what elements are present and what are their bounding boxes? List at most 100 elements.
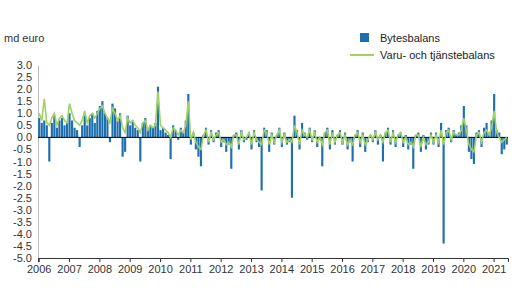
- tick-mark: [99, 258, 100, 262]
- tick-mark: [130, 258, 131, 262]
- axis-line: [39, 259, 509, 263]
- bar-series: [38, 87, 508, 244]
- x-tick: 2010: [148, 258, 172, 275]
- legend-label: Bytesbalans: [380, 32, 440, 44]
- y-tick: 0.0: [17, 131, 38, 143]
- y-tick: 0.5: [17, 119, 38, 131]
- bar: [129, 125, 131, 137]
- y-tick: -2.5: [13, 192, 38, 204]
- line: [39, 92, 507, 152]
- tick-mark: [190, 258, 191, 262]
- tick-label: -1.0: [13, 156, 32, 168]
- bar: [61, 118, 63, 137]
- y-tick: 1.5: [17, 95, 38, 107]
- x-tick: 2020: [452, 258, 476, 275]
- axis-title: md euro: [4, 32, 44, 44]
- tick-label: -1.5: [13, 168, 32, 180]
- y-tick: -0.5: [13, 143, 38, 155]
- bar: [46, 125, 48, 137]
- tick-label: 2017: [361, 263, 385, 275]
- x-tick: 2008: [88, 258, 112, 275]
- y-tick: -1.0: [13, 156, 38, 168]
- tick-label: -3.5: [13, 216, 32, 228]
- y-tick: -3.0: [13, 204, 38, 216]
- bar: [71, 120, 73, 137]
- x-tick: 2006: [27, 258, 51, 275]
- tick-label: 2006: [27, 263, 51, 275]
- tick-label: 2013: [239, 263, 263, 275]
- tick-label: 2021: [482, 263, 506, 275]
- tick-mark: [160, 258, 161, 262]
- bar: [63, 125, 65, 137]
- tick-label: 2.0: [17, 83, 32, 95]
- y-tick: -4.0: [13, 228, 38, 240]
- bar: [94, 123, 96, 137]
- y-tick: -3.5: [13, 216, 38, 228]
- x-tick: 2019: [421, 258, 445, 275]
- legend: Bytesbalans Varu- och tjänstebalans: [350, 32, 495, 61]
- bar: [291, 137, 293, 197]
- tick-label: 2014: [270, 263, 294, 275]
- bar: [122, 137, 124, 156]
- tick-label: 2007: [57, 263, 81, 275]
- bar: [109, 137, 111, 142]
- y-tick: -1.5: [13, 168, 38, 180]
- x-tick: 2007: [57, 258, 81, 275]
- tick-mark: [433, 258, 434, 262]
- x-tick: 2016: [330, 258, 354, 275]
- y-tick: 2.5: [17, 71, 38, 83]
- tick-label: -0.5: [13, 143, 32, 155]
- bar: [56, 128, 58, 138]
- bar: [68, 113, 70, 137]
- y-tick: 2.0: [17, 83, 38, 95]
- tick-mark: [342, 258, 343, 262]
- x-tick: 2009: [118, 258, 142, 275]
- bar: [86, 125, 88, 137]
- tick-label: -4.5: [13, 240, 32, 252]
- plot-area: [38, 87, 508, 244]
- tick-label: -2.5: [13, 192, 32, 204]
- tick-label: -3.0: [13, 204, 32, 216]
- y-tick: -4.5: [13, 240, 38, 252]
- bar: [124, 137, 126, 151]
- x-tick: 2015: [300, 258, 324, 275]
- x-tick: 2013: [239, 258, 263, 275]
- bar: [81, 125, 83, 137]
- bar: [38, 118, 40, 137]
- x-tick: 2012: [209, 258, 233, 275]
- tick-label: 2020: [452, 263, 476, 275]
- tick-label: 2012: [209, 263, 233, 275]
- bar: [137, 130, 139, 137]
- x-tick: 2018: [391, 258, 415, 275]
- tick-label: 2019: [421, 263, 445, 275]
- tick-label: 2016: [330, 263, 354, 275]
- bar: [170, 137, 172, 159]
- y-tick: -2.0: [13, 180, 38, 192]
- tick-label: -2.0: [13, 180, 32, 192]
- tick-label: 0.5: [17, 119, 32, 131]
- y-tick: 1.0: [17, 107, 38, 119]
- tick-mark: [251, 258, 252, 262]
- bar: [58, 120, 60, 137]
- tick-mark: [69, 258, 70, 262]
- tick-label: 1.5: [17, 95, 32, 107]
- tick-label: 2011: [179, 263, 203, 275]
- bar: [41, 123, 43, 137]
- bar: [79, 137, 81, 147]
- tick-mark: [403, 258, 404, 262]
- bar: [159, 130, 161, 137]
- tick-mark: [39, 258, 40, 262]
- tick-label: 1.0: [17, 107, 32, 119]
- x-tick: 2014: [270, 258, 294, 275]
- chart: -5.0-4.5-4.0-3.5-3.0-2.5-2.0-1.5-1.0-0.5…: [0, 0, 529, 302]
- tick-label: 2015: [300, 263, 324, 275]
- x-tick: 2011: [179, 258, 203, 275]
- legend-label: Varu- och tjänstebalans: [380, 49, 495, 61]
- tick-mark: [281, 258, 282, 262]
- tick-label: -4.0: [13, 228, 32, 240]
- tick-mark: [372, 258, 373, 262]
- y-axis: -5.0-4.5-4.0-3.5-3.0-2.5-2.0-1.5-1.0-0.5…: [13, 59, 38, 264]
- bar: [165, 133, 167, 138]
- tick-label: 2008: [88, 263, 112, 275]
- bar: [74, 128, 76, 138]
